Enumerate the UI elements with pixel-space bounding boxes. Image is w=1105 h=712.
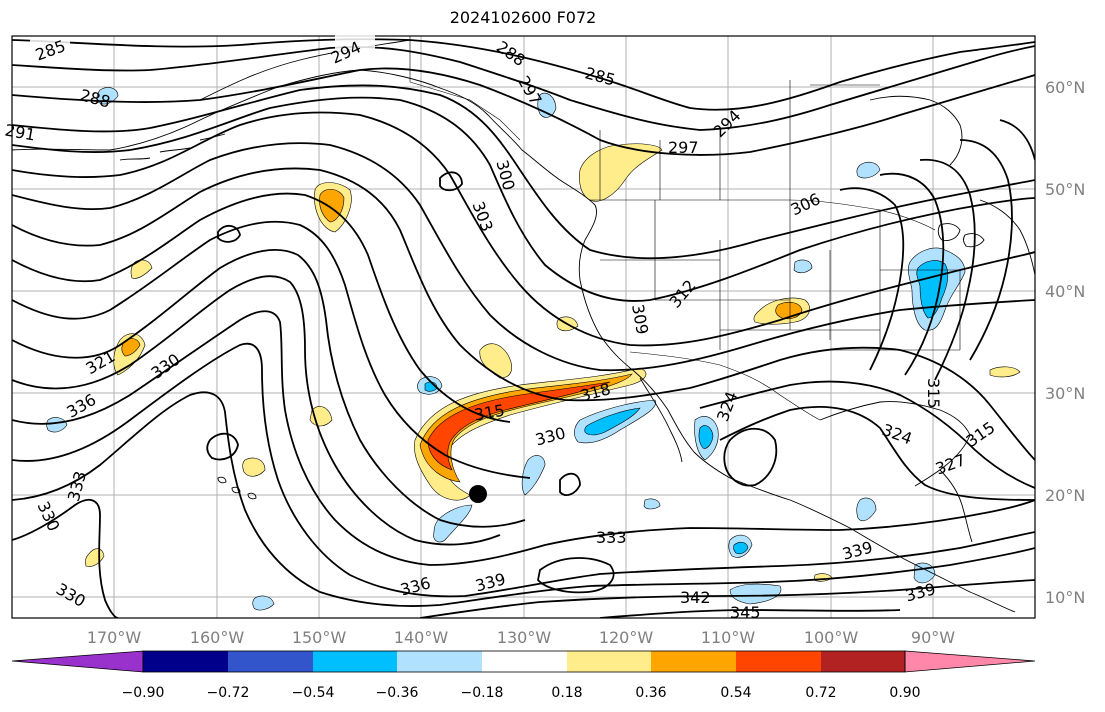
colorbar-tick-7: 0.36 — [635, 685, 666, 701]
lat-label-50: 50°N — [1045, 180, 1085, 199]
colorbar-tick-1: −0.90 — [122, 685, 165, 701]
colorbar-tick-4: −0.36 — [376, 685, 419, 701]
colorbar-extend-high — [904, 650, 1036, 673]
lon-label-120w: 120°W — [599, 628, 654, 647]
colorbar-seg-3 — [313, 651, 397, 672]
colorbar-tick-6: 0.18 — [551, 685, 582, 701]
contour-label-345: 345 — [730, 603, 761, 622]
map-title: 2024102600 F072 — [449, 8, 597, 27]
lon-labels: 170°W 160°W 150°W 140°W 130°W 120°W 110°… — [87, 628, 955, 647]
lat-labels: 60°N 50°N 40°N 30°N 20°N 10°N — [1045, 78, 1085, 607]
lat-label-40: 40°N — [1045, 282, 1085, 301]
lat-label-60: 60°N — [1045, 78, 1085, 97]
colorbar-seg-7 — [651, 651, 736, 672]
lon-label-170w: 170°W — [87, 628, 142, 647]
colorbar-seg-1 — [143, 651, 228, 672]
lat-label-10: 10°N — [1045, 588, 1085, 607]
contour-label-297b: 297 — [668, 138, 699, 157]
colorbar-extend-low — [11, 650, 144, 673]
colorbar: −0.90 −0.72 −0.54 −0.36 −0.18 0.18 0.36 … — [11, 650, 1036, 701]
storm-marker — [469, 485, 487, 503]
contour-label-342: 342 — [680, 588, 711, 607]
lon-label-160w: 160°W — [190, 628, 245, 647]
colorbar-tick-9: 0.72 — [805, 685, 836, 701]
colorbar-outline — [142, 650, 906, 673]
lon-label-100w: 100°W — [804, 628, 859, 647]
lon-label-110w: 110°W — [701, 628, 756, 647]
colorbar-seg-5 — [482, 651, 567, 672]
colorbar-tick-8: 0.54 — [720, 685, 751, 701]
colorbar-seg-4 — [397, 651, 482, 672]
colorbar-seg-6 — [567, 651, 651, 672]
lon-label-130w: 130°W — [497, 628, 552, 647]
colorbar-seg-2 — [228, 651, 313, 672]
lat-label-30: 30°N — [1045, 384, 1085, 403]
lon-label-140w: 140°W — [394, 628, 449, 647]
contour-label-291: 291 — [3, 121, 36, 145]
map-border — [11, 35, 1036, 619]
colorbar-seg-8 — [736, 651, 821, 672]
colorbar-tick-5: −0.18 — [461, 685, 504, 701]
contour-label-333b: 333 — [596, 528, 627, 547]
colorbar-tick-2: −0.72 — [207, 685, 250, 701]
lon-label-150w: 150°W — [292, 628, 347, 647]
lat-label-20: 20°N — [1045, 486, 1085, 505]
contour-label-315b: 315 — [924, 378, 943, 409]
borders — [409, 36, 961, 421]
contours — [12, 38, 1035, 618]
colorbar-tick-10: 0.90 — [889, 685, 920, 701]
lon-label-90w: 90°W — [911, 628, 955, 647]
colorbar-tick-3: −0.54 — [292, 685, 335, 701]
colorbar-seg-9 — [821, 651, 905, 672]
